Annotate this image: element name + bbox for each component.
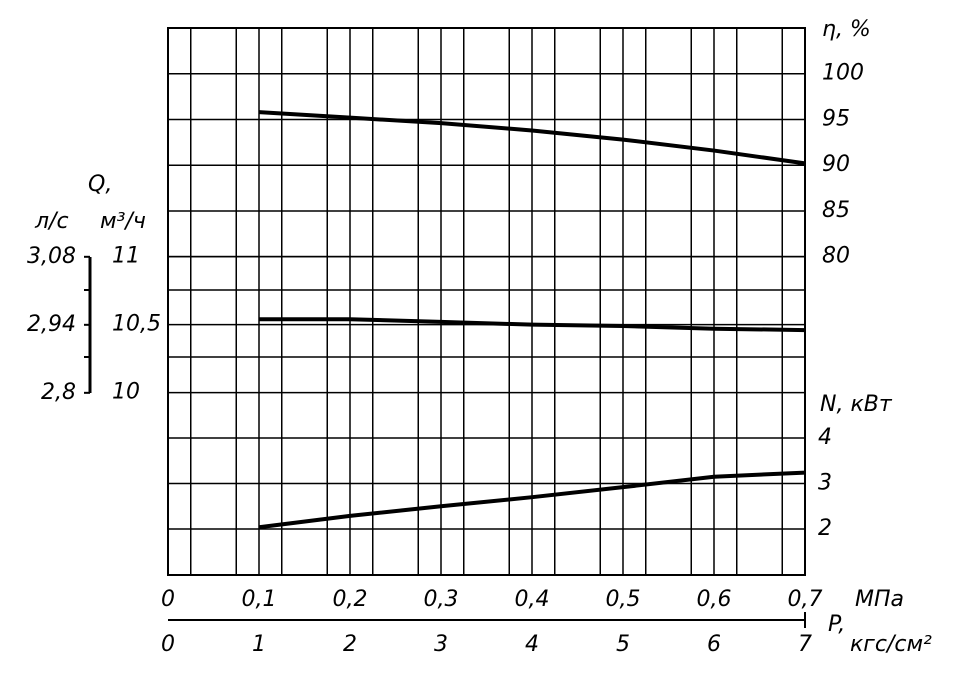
line-series xyxy=(258,470,806,530)
line-series xyxy=(259,317,806,333)
x-tick-label: 0,3 xyxy=(424,587,459,612)
x-tick-label: 0,5 xyxy=(606,587,641,612)
x2-tick-label: 7 xyxy=(798,632,812,657)
line-series xyxy=(258,110,806,166)
q-title: Q, xyxy=(88,172,112,197)
x2-tick-label: 1 xyxy=(252,632,266,657)
y-tick-label: 2 xyxy=(818,516,832,541)
y-tick-label: 10,5 xyxy=(112,312,161,337)
plot-frame xyxy=(167,27,806,576)
x-tick-label: 0,1 xyxy=(242,587,277,612)
y-tick-label: 2,8 xyxy=(41,380,76,405)
y-axis-label: η, % xyxy=(822,17,871,42)
y-tick-label: 95 xyxy=(822,106,850,131)
y-tick-label: 3,08 xyxy=(27,244,76,269)
y-tick-label: 85 xyxy=(822,198,850,223)
x2-tick-label: 2 xyxy=(343,632,357,657)
x-tick-label: 0,2 xyxy=(333,587,368,612)
x-tick-label: 0,6 xyxy=(697,587,732,612)
y-tick-label: 100 xyxy=(822,61,864,86)
y-tick-label: 3 xyxy=(818,471,832,496)
x2-tick-label: 3 xyxy=(434,632,448,657)
x2-tick-label: 4 xyxy=(525,632,539,657)
y-tick-label: 10 xyxy=(112,380,140,405)
x-tick-label: 0,4 xyxy=(515,587,550,612)
y-tick-label: 2,94 xyxy=(27,312,76,337)
y-tick-label: 80 xyxy=(822,244,850,269)
x-tick-label: 0 xyxy=(161,587,175,612)
y-tick-label: 11 xyxy=(112,244,140,269)
x2-tick-label: 5 xyxy=(616,632,630,657)
y-axis-label: м³/ч xyxy=(100,209,146,234)
x2-unit: кгс/см² xyxy=(850,632,932,657)
x2-tick-label: 6 xyxy=(707,632,721,657)
x-axis-label: P, xyxy=(828,612,845,637)
y-axis-label: л/с xyxy=(34,209,69,234)
y-axis-label: N, кВт xyxy=(820,392,893,417)
y-tick-label: 90 xyxy=(822,152,850,177)
x-unit: МПа xyxy=(855,587,904,612)
x2-tick-label: 0 xyxy=(161,632,175,657)
x-tick-label: 0,7 xyxy=(788,587,823,612)
y-tick-label: 4 xyxy=(818,425,832,450)
